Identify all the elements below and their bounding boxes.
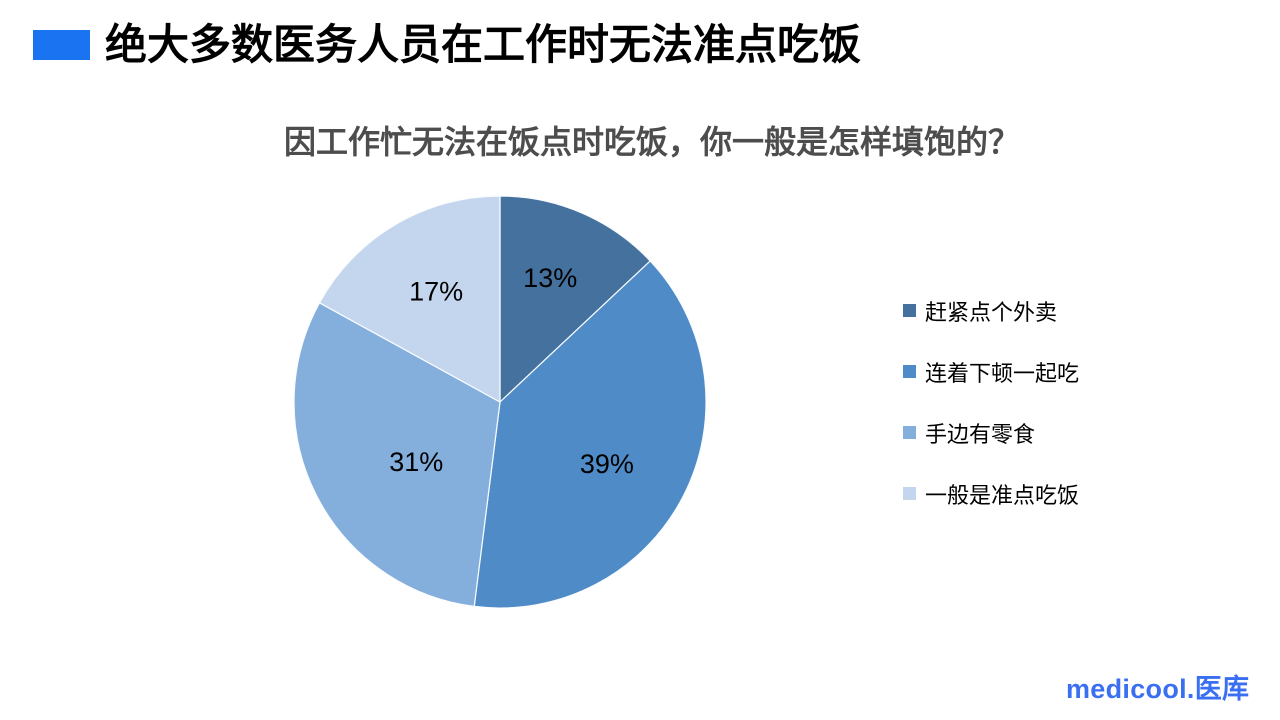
title-accent-bar	[33, 30, 90, 60]
legend-item: 一般是准点吃饭	[903, 482, 1079, 508]
chart-title: 因工作忙无法在饭点时吃饭，你一般是怎样填饱的？	[283, 124, 1020, 160]
pie-slice-2	[473, 260, 707, 609]
legend-swatch	[903, 426, 916, 439]
legend-item: 赶紧点个外卖	[903, 299, 1079, 325]
pie-slice-3	[293, 301, 501, 608]
legend-swatch	[903, 304, 916, 317]
legend-label: 手边有零食	[925, 421, 1036, 447]
legend-item: 连着下顿一起吃	[903, 360, 1079, 386]
legend-swatch	[903, 365, 916, 378]
pie-data-label: 17%	[409, 276, 463, 306]
chart-legend: 赶紧点个外卖 连着下顿一起吃 手边有零食一般是准点吃饭	[903, 299, 1079, 508]
slide-title: 绝大多数医务人员在工作时无法准点吃饭	[105, 21, 862, 68]
pie-data-label: 39%	[580, 449, 634, 479]
pie-slice-4	[318, 195, 501, 404]
legend-label: 连着下顿一起吃	[925, 360, 1080, 386]
legend-swatch	[903, 487, 916, 500]
legend-label: 一般是准点吃饭	[925, 482, 1080, 508]
legend-label: 赶紧点个外卖	[925, 299, 1058, 325]
pie-slice-1	[499, 195, 652, 404]
pie-data-label: 13%	[523, 263, 577, 293]
legend-item: 手边有零食	[903, 421, 1079, 447]
pie-chart: 13% 39% 31% 17%	[293, 195, 707, 609]
medicool-logo: medicool.医库	[1066, 674, 1250, 704]
pie-data-label: 31%	[389, 447, 443, 477]
